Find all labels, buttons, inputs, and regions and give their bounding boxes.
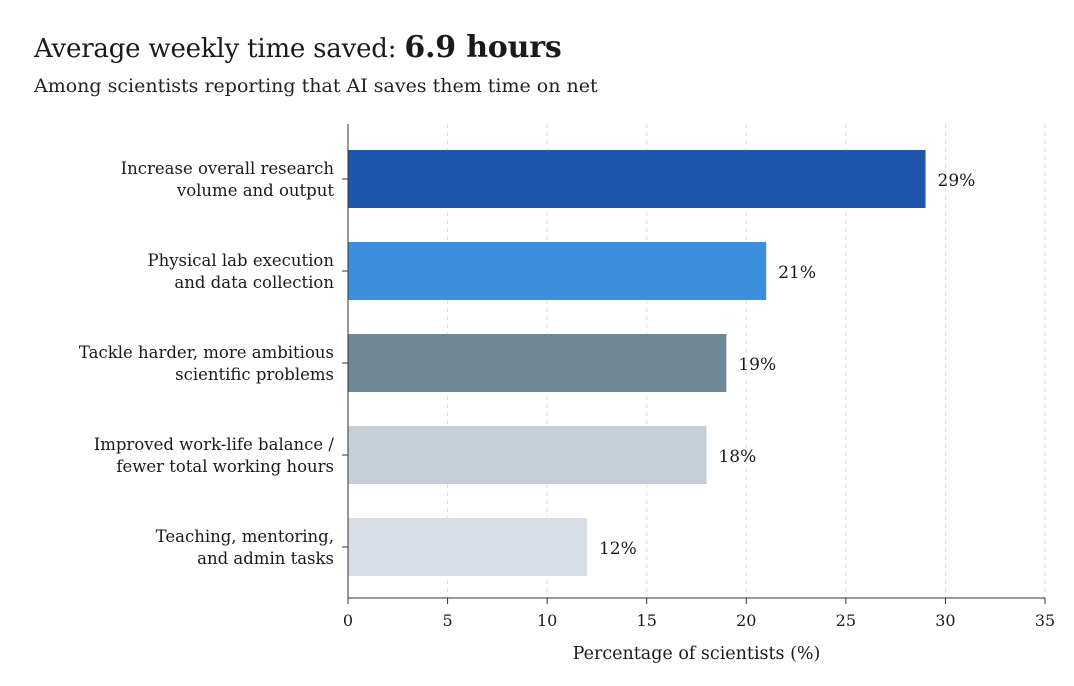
bar-3: [348, 426, 707, 484]
x-tick-label-4: 20: [736, 611, 756, 630]
value-label-3: 18%: [718, 447, 756, 467]
x-tick-label-1: 5: [442, 611, 452, 630]
x-tick-label-0: 0: [343, 611, 353, 630]
x-tick-label-3: 15: [637, 611, 657, 630]
x-tick-label-5: 25: [836, 611, 856, 630]
category-label-4: Teaching, mentoring, and admin tasks: [156, 527, 334, 568]
chart-title-prefix: Average weekly time saved:: [34, 34, 397, 64]
bar-2: [348, 334, 727, 392]
chart-subtitle: Among scientists reporting that AI saves…: [34, 75, 598, 97]
chart-title: Average weekly time saved: 6.9 hours: [34, 28, 562, 69]
value-label-1: 21%: [778, 263, 816, 283]
chart-title-highlight: 6.9 hours: [404, 30, 562, 65]
x-tick-label-7: 35: [1035, 611, 1055, 630]
bar-1: [348, 242, 767, 300]
category-label-0: Increase overall research volume and outp…: [121, 159, 335, 200]
category-label-3: Improved work-life balance / fewer total …: [94, 435, 335, 476]
value-label-0: 29%: [938, 171, 976, 191]
value-label-4: 12%: [599, 539, 637, 559]
x-tick-label-6: 30: [935, 611, 955, 630]
x-axis-label: Percentage of scientists (%): [573, 644, 821, 664]
category-label-2: Tackle harder, more ambitious scientific …: [79, 343, 334, 384]
category-label-1: Physical lab execution and data collectio…: [148, 251, 335, 292]
bar-0: [348, 150, 926, 208]
value-label-2: 19%: [738, 355, 776, 375]
bar-4: [348, 518, 587, 576]
x-tick-label-2: 10: [537, 611, 557, 630]
